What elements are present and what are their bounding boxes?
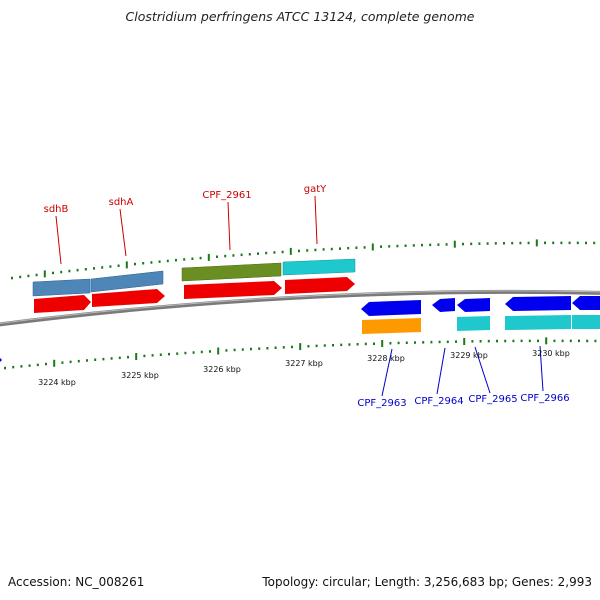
feature-edge-fragment[interactable]: [0, 356, 2, 364]
leader-gatY: [314, 195, 318, 245]
scale-label-3226: 3226 kbp: [203, 365, 241, 374]
accession-text: Accession: NC_008261: [8, 575, 145, 589]
genome-stats-text: Topology: circular; Length: 3,256,683 bp…: [262, 575, 592, 589]
leader-CPF_2964: [436, 347, 446, 395]
feature-CPF_2965-gene[interactable]: [457, 316, 490, 331]
gene-label-sdhB[interactable]: sdhB: [44, 204, 69, 215]
gene-label-CPF_2961[interactable]: CPF_2961: [202, 190, 251, 201]
gene-label-CPF_2965[interactable]: CPF_2965: [468, 394, 517, 405]
feature-gatY-gene[interactable]: [282, 258, 356, 276]
feature-CPF_2964-cds[interactable]: [432, 298, 455, 312]
genome-backbone: [0, 289, 600, 327]
feature-next-gene[interactable]: [572, 315, 600, 329]
scale-label-3227: 3227 kbp: [285, 359, 323, 368]
feature-CPF_2965-cds[interactable]: [457, 298, 490, 312]
label-leaders: [55, 195, 544, 397]
feature-CPF_2961-gene[interactable]: [181, 262, 282, 282]
genome-backbone-highlight: [0, 290, 600, 324]
leader-sdhA: [119, 208, 127, 257]
forward-features: [32, 258, 356, 313]
leader-CPF_2965: [474, 346, 491, 394]
gene-label-gatY[interactable]: gatY: [304, 184, 327, 195]
feature-next-cds[interactable]: [572, 296, 600, 310]
tick-ring-inner: [4, 337, 597, 370]
tick-ring-outer: [11, 239, 596, 280]
gene-label-sdhA[interactable]: sdhA: [109, 197, 134, 208]
scale-label-3224: 3224 kbp: [38, 378, 76, 387]
scale-label-3230: 3230 kbp: [532, 349, 570, 358]
gene-label-CPF_2966[interactable]: CPF_2966: [520, 393, 569, 404]
feature-gatY-cds[interactable]: [285, 277, 355, 294]
map-title: Clostridium perfringens ATCC 13124, comp…: [125, 9, 475, 24]
feature-sdhB-gene[interactable]: [32, 278, 91, 297]
feature-sdhB-cds[interactable]: [34, 295, 91, 313]
leader-sdhB: [55, 215, 62, 265]
leader-CPF_2963: [381, 348, 393, 397]
feature-CPF_2963-gene[interactable]: [362, 318, 421, 334]
reverse-features: [361, 296, 600, 334]
feature-sdhA-gene[interactable]: [90, 270, 164, 293]
scale-label-3225: 3225 kbp: [121, 371, 159, 380]
feature-CPF_2966-gene[interactable]: [505, 315, 571, 330]
scale-label-3228: 3228 kbp: [367, 354, 405, 363]
feature-CPF_2966-cds[interactable]: [505, 296, 571, 311]
leader-CPF_2966: [539, 345, 544, 392]
leader-CPF_2961: [227, 201, 231, 251]
feature-CPF_2961-cds[interactable]: [184, 281, 282, 299]
scale-label-3229: 3229 kbp: [450, 351, 488, 360]
feature-sdhA-cds[interactable]: [92, 289, 165, 307]
gene-label-CPF_2964[interactable]: CPF_2964: [414, 396, 463, 407]
feature-CPF_2963-cds[interactable]: [361, 300, 421, 316]
gene-label-CPF_2963[interactable]: CPF_2963: [357, 398, 406, 409]
